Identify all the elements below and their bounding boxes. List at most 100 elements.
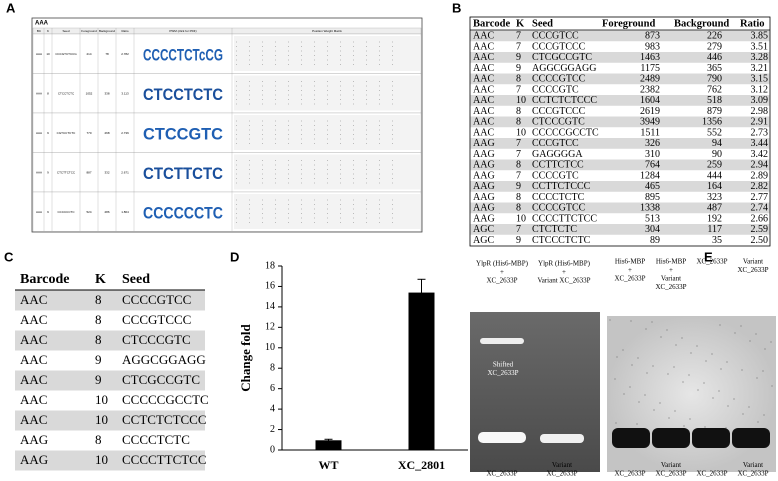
cell: CTCGCCGTC (122, 372, 200, 387)
cell: 226 (707, 31, 722, 42)
cell: AAA (36, 170, 42, 174)
cell: 7 (516, 224, 521, 235)
cell: AAC (20, 412, 47, 427)
band (732, 428, 770, 448)
gel-speck (720, 368, 722, 370)
gel-label: Variant (552, 461, 572, 469)
cell: 7 (516, 41, 521, 52)
header: BC (37, 29, 42, 33)
cell: AAC (20, 372, 47, 387)
header: Foreground (81, 29, 97, 33)
cell: AAC (473, 117, 494, 128)
logo: CCCCTCTcCG (143, 45, 223, 64)
cell: 10 (95, 412, 108, 427)
cell: 35 (712, 235, 722, 246)
cell: GAGGGGA (532, 149, 583, 160)
gel-speck (681, 337, 683, 339)
x-tick-label: WT (318, 458, 338, 472)
gel-speck (697, 389, 699, 391)
cell: CCTCTCTCCC (532, 95, 597, 106)
x-tick-label: XC_2801 (398, 458, 445, 472)
logo: CTCCGTC (143, 124, 223, 143)
header: Background (674, 18, 729, 29)
gel-speck (615, 422, 617, 424)
cell: 214 (86, 52, 91, 56)
band-shifted (480, 338, 524, 344)
panel-b: B Barcode K Seed Foreground Background Ratio AA… (452, 0, 771, 247)
cell: 1604 (640, 95, 660, 106)
cell: 8 (516, 117, 521, 128)
cell: 3.42 (751, 149, 769, 160)
panel-label: A (6, 0, 16, 15)
bar (408, 292, 435, 450)
gel-label: + (562, 268, 566, 276)
gel-speck (644, 394, 646, 396)
cell: CCCCTTCTCC (532, 213, 597, 224)
cell: 8 (95, 312, 102, 327)
cell: 2.671 (121, 170, 129, 174)
cell: 1338 (640, 203, 660, 214)
cell: AAA (36, 52, 42, 56)
header: Foreground (602, 18, 655, 29)
cell: 10 (95, 392, 108, 407)
cell: AAA (36, 131, 42, 135)
cell: CCCCGTC (532, 170, 579, 181)
y-tick-label: 8 (270, 363, 275, 374)
gel-label: XC_2633P (614, 470, 645, 478)
gel-speck (704, 426, 706, 428)
gel-label: XC_2633P (655, 283, 686, 291)
gel-speck (682, 381, 684, 383)
cell: CCCGTCTCCG (55, 52, 77, 56)
cell: 465 (645, 181, 660, 192)
cell: 3949 (640, 117, 660, 128)
gel-label: + (669, 266, 673, 274)
cell: AAC (20, 392, 47, 407)
gel-speck (703, 382, 705, 384)
row-shade (15, 330, 205, 351)
cell: 8 (95, 292, 102, 307)
cell: AAG (20, 452, 48, 467)
cell: 3.21 (751, 63, 769, 74)
row-shade (470, 138, 770, 149)
cell: 7 (516, 138, 521, 149)
cell: AGGCGGAGG (532, 63, 596, 74)
gel-speck (622, 349, 624, 351)
header: Barcode (20, 272, 70, 287)
cell: 2489 (640, 74, 660, 85)
gel-speck (726, 361, 728, 363)
cell: CCCCTCTC (122, 432, 190, 447)
header: K (516, 18, 525, 29)
gel-speck (689, 418, 691, 420)
cell: 790 (707, 74, 722, 85)
cell: 9 (47, 170, 49, 174)
cell: AGC (473, 235, 494, 246)
cell: 8 (95, 332, 102, 347)
cell: CCCGTCC (532, 138, 579, 149)
gel-label: Variant (743, 258, 763, 266)
row-shade (470, 95, 770, 106)
cell: 873 (645, 31, 660, 42)
cell: 7 (516, 149, 521, 160)
cell: 94 (712, 138, 722, 149)
cell: CCCCGTCC (122, 292, 191, 307)
cell: 326 (645, 138, 660, 149)
cell: AAG (473, 213, 495, 224)
gel-speck (696, 345, 698, 347)
cell: 117 (707, 224, 722, 235)
cell: 8 (516, 160, 521, 171)
cell: CCCCGTC (532, 84, 579, 95)
cell: AGC (473, 224, 494, 235)
panel-label: E (704, 249, 713, 264)
cell: 10 (95, 452, 108, 467)
cell: 10 (516, 95, 526, 106)
band (540, 434, 584, 443)
cell: 332 (104, 170, 109, 174)
gel-speck (675, 344, 677, 346)
gel-label: XC_2633P (737, 470, 768, 478)
cell: 8 (95, 432, 102, 447)
cell: 552 (707, 127, 722, 138)
panel-label: B (452, 0, 461, 15)
cell: 89 (650, 235, 660, 246)
gel-label: XC_2633P (486, 277, 517, 285)
gel-label: Variant (661, 275, 681, 283)
